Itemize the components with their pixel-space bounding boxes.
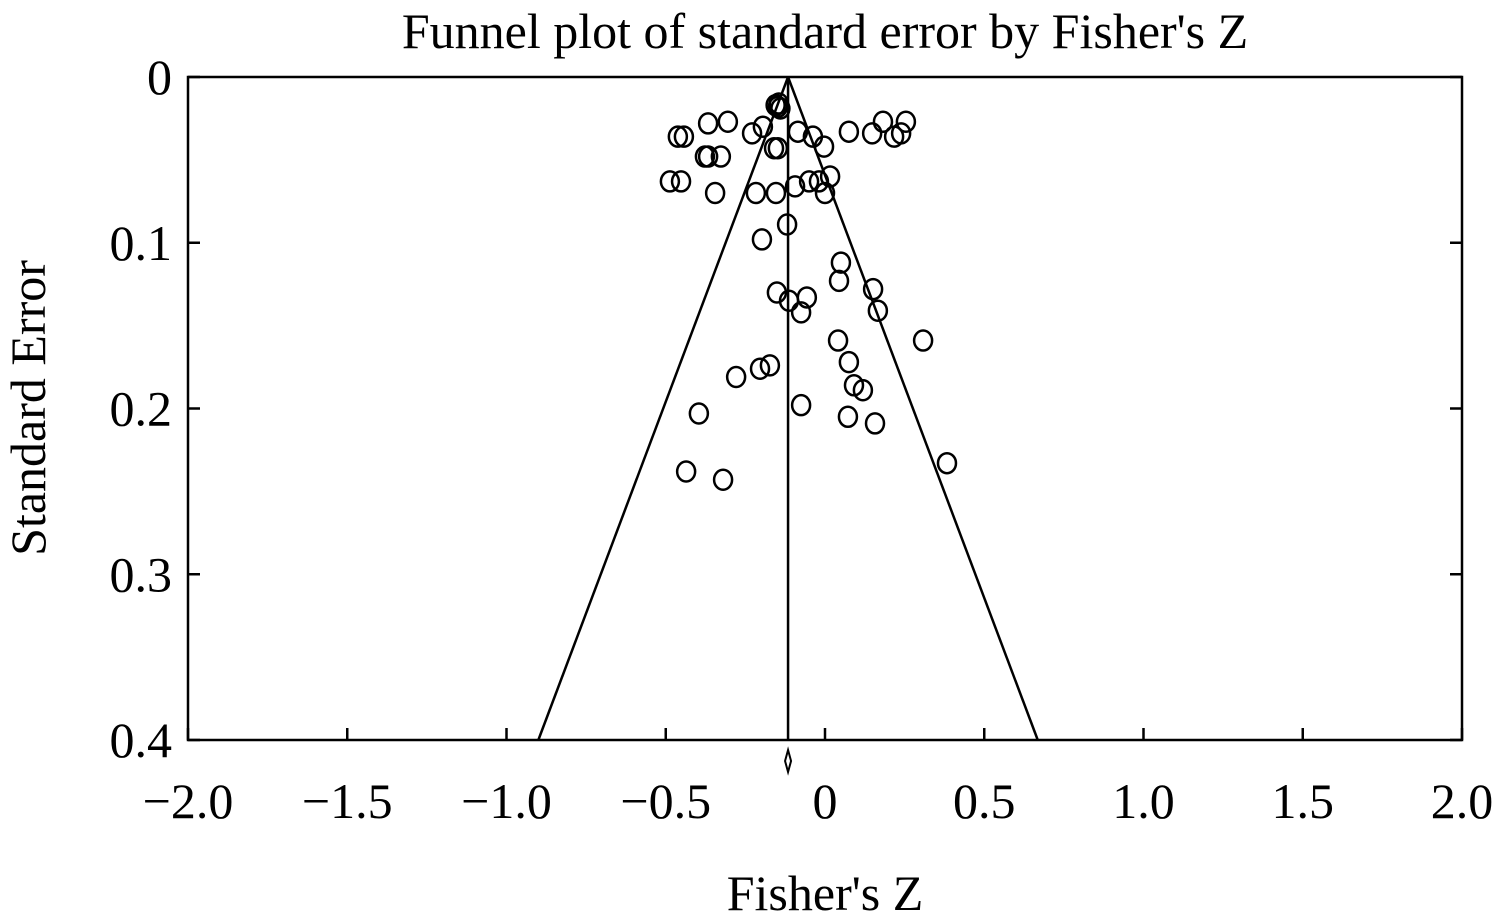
pooled-estimate-diamond <box>784 746 793 776</box>
x-tick-label: 2.0 <box>1431 773 1494 829</box>
study-point <box>813 135 835 158</box>
study-point <box>827 329 849 352</box>
study-point <box>814 181 836 205</box>
study-point <box>787 120 809 143</box>
study-point <box>697 145 719 168</box>
study-point <box>895 110 917 134</box>
study-point <box>765 181 787 205</box>
study-point <box>862 277 884 301</box>
study-point <box>830 251 852 274</box>
study-point <box>912 329 934 352</box>
study-point <box>745 181 767 205</box>
study-point <box>872 110 894 134</box>
y-axis-label: Standard Error <box>0 260 56 556</box>
y-tick-label: 0.2 <box>110 381 173 437</box>
study-point <box>667 125 689 148</box>
study-point <box>659 170 681 193</box>
study-point <box>861 122 883 145</box>
study-point <box>784 175 806 198</box>
x-tick-label: 1.5 <box>1272 773 1335 829</box>
study-point <box>752 115 774 138</box>
study-point <box>688 402 710 425</box>
study-point <box>704 181 726 205</box>
study-point <box>796 286 818 309</box>
study-point <box>798 170 820 193</box>
study-point <box>936 451 958 475</box>
study-point <box>790 301 812 324</box>
study-point <box>837 405 859 429</box>
study-point <box>838 120 860 143</box>
funnel-left-boundary <box>537 76 790 741</box>
study-point <box>759 354 781 377</box>
study-point <box>670 170 692 193</box>
study-point <box>776 213 798 236</box>
x-tick-label: 0.5 <box>953 773 1016 829</box>
study-point <box>852 379 874 402</box>
study-point <box>751 228 773 251</box>
study-point <box>749 357 771 380</box>
study-point <box>828 269 850 293</box>
study-point <box>710 145 732 168</box>
y-tick-label: 0.3 <box>110 546 173 602</box>
study-point <box>864 412 886 435</box>
chart-title: Funnel plot of standard error by Fisher'… <box>402 3 1248 59</box>
x-tick-label: −0.5 <box>620 773 711 829</box>
x-tick-label: 1.0 <box>1112 773 1175 829</box>
study-point <box>673 125 695 148</box>
x-tick-label: 0 <box>813 773 838 829</box>
x-tick-label: −2.0 <box>143 773 234 829</box>
study-point <box>819 165 841 188</box>
study-point <box>697 112 719 135</box>
study-point <box>790 393 812 417</box>
study-point <box>675 460 697 483</box>
study-point <box>768 92 790 115</box>
study-point <box>890 122 912 145</box>
study-point <box>741 122 763 145</box>
study-point <box>767 137 789 160</box>
x-tick-label: −1.5 <box>302 773 393 829</box>
x-tick-label: −1.0 <box>461 773 552 829</box>
study-point <box>717 110 739 134</box>
study-point <box>808 170 830 193</box>
study-point <box>838 350 860 374</box>
study-point <box>712 468 734 492</box>
y-tick-label: 0.1 <box>110 215 173 271</box>
y-tick-label: 0 <box>147 49 172 105</box>
x-axis-label: Fisher's Z <box>727 865 924 916</box>
y-tick-label: 0.4 <box>110 712 173 768</box>
study-point <box>725 365 747 389</box>
study-point <box>867 299 889 322</box>
